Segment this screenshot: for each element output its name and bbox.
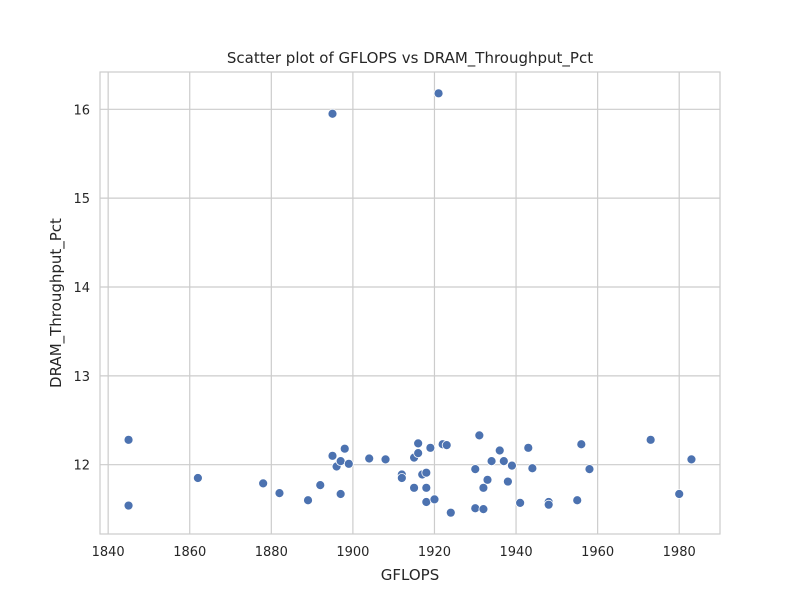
y-tick-label: 12 [73, 459, 90, 474]
x-tick-label: 1900 [336, 545, 369, 560]
data-point [572, 495, 583, 506]
data-point [409, 482, 419, 493]
data-point [327, 108, 338, 119]
data-point [478, 482, 489, 493]
data-points [123, 88, 697, 518]
y-tick-label: 13 [73, 370, 90, 385]
x-tick-label: 1860 [173, 545, 206, 560]
data-point [274, 488, 285, 499]
data-point [515, 498, 526, 508]
y-tick-label: 15 [73, 192, 90, 207]
data-point [425, 442, 436, 453]
x-tick-label: 1920 [418, 545, 451, 560]
data-point [584, 464, 595, 475]
x-tick-label: 1940 [500, 545, 533, 560]
data-point [192, 473, 203, 483]
data-point [576, 439, 587, 450]
data-point [339, 443, 350, 454]
data-point [445, 507, 456, 518]
x-tick-label: 1960 [581, 545, 614, 560]
data-point [498, 456, 509, 467]
data-point [343, 458, 354, 469]
data-point [433, 88, 444, 99]
y-tick-label: 16 [73, 103, 90, 118]
data-point [645, 434, 656, 445]
data-point [470, 464, 481, 475]
data-point [364, 453, 375, 464]
data-point [413, 448, 424, 459]
data-point [421, 497, 432, 507]
y-tick-labels: 12 13 14 15 16 [73, 103, 90, 473]
data-point [502, 476, 513, 487]
data-point [396, 473, 407, 483]
data-point [421, 482, 432, 493]
data-point [303, 495, 313, 506]
data-point [507, 460, 517, 471]
data-point [123, 500, 134, 511]
data-point [494, 445, 505, 456]
data-point [421, 467, 432, 478]
data-point [474, 430, 485, 441]
x-tick-labels: 1840 1860 1880 1900 1920 1940 1960 1980 [92, 545, 696, 560]
data-point [123, 434, 134, 445]
grid [100, 72, 720, 534]
chart-title: Scatter plot of GFLOPS vs DRAM_Throughpu… [227, 49, 593, 68]
data-point [543, 499, 554, 510]
x-tick-label: 1840 [92, 545, 125, 560]
data-point [380, 454, 391, 465]
data-point [335, 456, 346, 467]
y-tick-label: 14 [73, 281, 90, 296]
data-point [441, 440, 452, 451]
x-tick-label: 1880 [255, 545, 288, 560]
data-point [674, 489, 685, 499]
plot-area [99, 71, 721, 535]
data-point [335, 489, 346, 499]
data-point [527, 463, 538, 474]
data-point [413, 438, 424, 449]
x-axis-label: GFLOPS [381, 566, 439, 584]
data-point [523, 442, 534, 453]
x-tick-label: 1980 [663, 545, 696, 560]
y-axis-label: DRAM_Throughput_Pct [47, 218, 66, 388]
data-point [327, 450, 338, 461]
data-point [486, 456, 497, 467]
data-point [482, 474, 493, 485]
data-point [258, 478, 269, 489]
data-point [686, 454, 697, 465]
data-point [429, 494, 440, 505]
data-point [478, 504, 489, 515]
data-point [315, 480, 326, 491]
data-point [470, 503, 481, 514]
